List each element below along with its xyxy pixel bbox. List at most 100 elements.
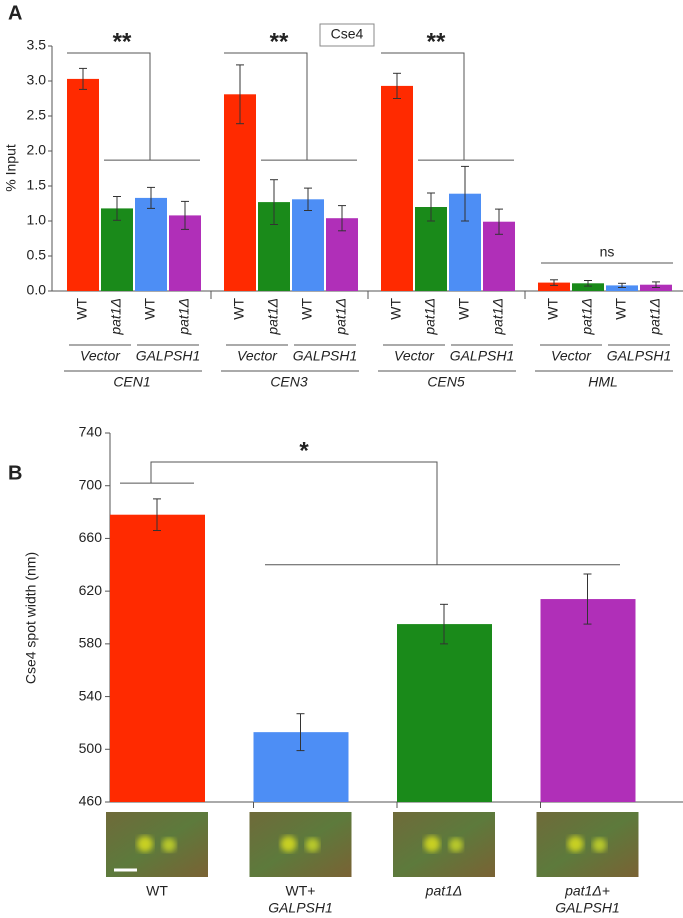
subgroup-label: GALPSH1: [293, 348, 358, 364]
y-tick-label: 460: [79, 793, 103, 809]
error-bar: [270, 179, 278, 225]
error-bar: [181, 200, 189, 230]
bar: [572, 283, 604, 291]
x-tick-label: WT: [231, 298, 247, 320]
micrograph: [393, 812, 495, 877]
bar: [67, 78, 99, 292]
error-bar: [236, 64, 244, 125]
annotation: Cse4: [331, 26, 364, 42]
significance: ns: [600, 244, 615, 260]
spot: [137, 836, 153, 852]
micrograph: [249, 812, 352, 877]
y-tick-label: 740: [79, 424, 103, 440]
error-bar: [153, 498, 161, 532]
bar: [110, 514, 205, 802]
x-tick-label: WT: [142, 298, 158, 320]
significance: **: [427, 28, 446, 55]
bar: [135, 197, 167, 291]
y-tick-label: 580: [79, 635, 103, 651]
spot: [305, 838, 320, 852]
error-bar: [304, 187, 312, 211]
annotation-box: [319, 23, 375, 47]
bar: [540, 599, 636, 802]
bar: [224, 94, 256, 291]
bar: [292, 199, 324, 291]
x-tick-label: WT: [388, 298, 404, 320]
spot: [592, 838, 607, 852]
y-axis-label: % Input: [3, 144, 19, 192]
bar: [381, 85, 413, 292]
x-tick-label: WT: [613, 298, 629, 320]
micrograph-background: [393, 812, 495, 877]
error-bar: [147, 186, 155, 209]
error-bar: [427, 192, 435, 222]
subgroup-label: GALPSH1: [607, 348, 672, 364]
significance: **: [113, 28, 132, 55]
subgroup-label: GALPSH1: [136, 348, 201, 364]
error-bar: [296, 713, 305, 752]
error-bar: [584, 280, 592, 287]
y-tick-label: 1.0: [27, 212, 47, 228]
error-bar: [495, 208, 503, 235]
x-tick-label: WT: [299, 298, 315, 320]
subgroup-label: Vector: [237, 348, 278, 364]
error-bar: [618, 282, 626, 288]
spot: [449, 838, 463, 852]
x-tick-label: pat1Δ: [422, 298, 438, 336]
significance-bracket: [67, 52, 200, 161]
micrograph: [536, 812, 639, 877]
error-bar: [338, 205, 346, 232]
x-tick-label: pat1Δ: [579, 298, 595, 336]
y-tick-label: 620: [79, 582, 103, 598]
error-bar: [550, 279, 558, 286]
micrograph: [106, 812, 208, 877]
group-label: CEN5: [427, 374, 465, 390]
panel-label: A: [8, 2, 22, 24]
spot: [567, 836, 584, 852]
y-tick-label: 700: [79, 476, 103, 492]
spot: [280, 836, 297, 852]
x-tick-label: WT+: [286, 883, 316, 899]
significance: *: [299, 437, 309, 464]
y-tick-label: 1.5: [27, 177, 47, 193]
error-bar: [393, 72, 401, 99]
y-tick-label: 0.5: [27, 247, 47, 263]
error-bar: [461, 165, 469, 222]
x-tick-label: pat1Δ: [265, 298, 281, 336]
error-bar: [652, 281, 660, 288]
bar: [101, 208, 133, 291]
x-tick-label: pat1Δ: [333, 298, 349, 336]
group-label: CEN1: [113, 374, 150, 390]
bar: [606, 285, 638, 291]
x-tick-label: pat1Δ: [108, 298, 124, 336]
significance: **: [270, 28, 289, 55]
y-tick-label: 660: [79, 529, 103, 545]
x-tick-label: WT: [74, 298, 90, 320]
micrograph-background: [106, 812, 208, 877]
significance-bracket: [381, 52, 514, 161]
significance-bracket: [120, 461, 620, 566]
spot: [424, 836, 440, 852]
x-tick-label: pat1Δ: [647, 298, 663, 336]
y-tick-label: 2.0: [27, 142, 47, 158]
y-tick-label: 540: [79, 687, 103, 703]
significance-bracket: [224, 52, 357, 161]
y-tick-label: 3.0: [27, 72, 47, 88]
group-label: HML: [588, 374, 618, 390]
y-axis-label: Cse4 spot width (nm): [23, 552, 39, 684]
bar: [397, 624, 492, 802]
error-bar: [583, 573, 592, 625]
x-tick-label: WT: [456, 298, 472, 320]
error-bar: [113, 196, 121, 221]
subgroup-label: Vector: [394, 348, 435, 364]
subgroup-label: GALPSH1: [450, 348, 515, 364]
x-tick-label: pat1Δ: [490, 298, 506, 336]
y-tick-label: 0.0: [27, 282, 47, 298]
y-tick-label: 500: [79, 740, 103, 756]
error-bar: [440, 603, 448, 645]
x-tick-label: pat1Δ: [425, 883, 463, 899]
x-tick-label: WT: [146, 883, 168, 899]
x-tick-label: pat1Δ+: [564, 883, 610, 899]
group-label: CEN3: [270, 374, 308, 390]
